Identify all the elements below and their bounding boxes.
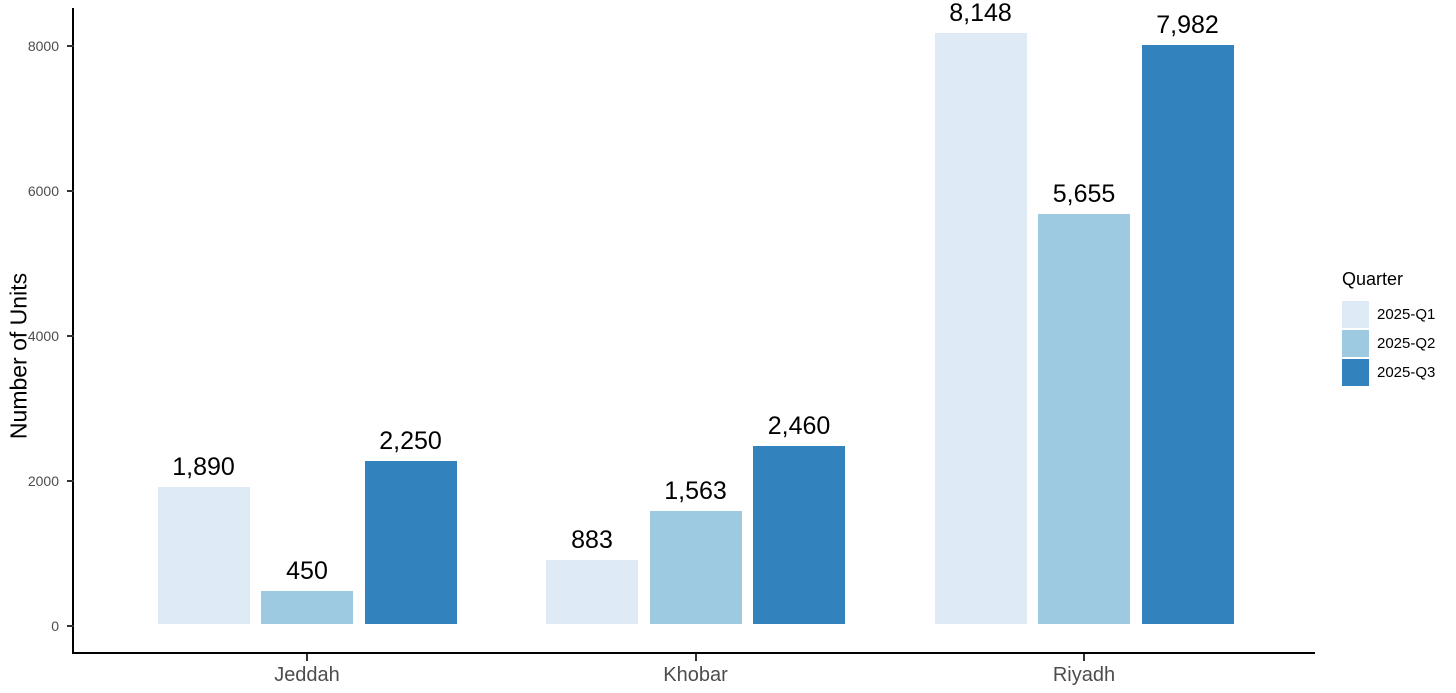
bar-value-label: 7,982 bbox=[1156, 11, 1219, 40]
y-tick-mark bbox=[67, 480, 74, 482]
bar-value-label: 1,890 bbox=[172, 452, 235, 481]
x-tick-mark bbox=[1083, 654, 1085, 661]
bar bbox=[364, 460, 457, 624]
bar bbox=[1141, 45, 1234, 624]
x-category-label: Khobar bbox=[663, 664, 728, 686]
y-tick-label: 2000 bbox=[27, 473, 59, 489]
y-tick-label: 6000 bbox=[27, 183, 59, 199]
y-tick-mark bbox=[67, 190, 74, 192]
legend-item-label: 2025-Q1 bbox=[1377, 306, 1436, 323]
bar bbox=[753, 445, 845, 624]
y-tick-mark bbox=[67, 335, 74, 337]
legend-items: 2025-Q1 2025-Q2 2025-Q3 bbox=[1342, 301, 1435, 386]
bar bbox=[546, 559, 638, 624]
legend-swatch bbox=[1342, 301, 1369, 328]
legend-item: 2025-Q2 bbox=[1342, 330, 1435, 357]
legend-item-label: 2025-Q2 bbox=[1377, 335, 1436, 352]
y-axis-title: Number of Units bbox=[5, 272, 32, 440]
legend-item: 2025-Q1 bbox=[1342, 301, 1435, 328]
y-tick-label: 8000 bbox=[27, 38, 59, 54]
x-category-label: Riyadh bbox=[1052, 664, 1116, 686]
bar bbox=[649, 510, 742, 624]
bar-value-label: 2,460 bbox=[767, 411, 831, 440]
y-tick-label: 4000 bbox=[27, 328, 59, 344]
x-category-label: Jeddah bbox=[274, 664, 340, 686]
legend: Quarter 2025-Q1 2025-Q2 2025-Q3 bbox=[1342, 269, 1435, 388]
bar bbox=[157, 486, 250, 624]
bar bbox=[934, 33, 1027, 624]
y-tick-mark bbox=[67, 45, 74, 47]
x-tick-mark bbox=[694, 654, 697, 661]
legend-swatch bbox=[1342, 330, 1369, 357]
legend-item-label: 2025-Q3 bbox=[1377, 364, 1436, 381]
bar-value-label: 450 bbox=[286, 557, 328, 586]
y-tick-mark bbox=[67, 625, 74, 627]
bar bbox=[261, 591, 353, 624]
bar-value-label: 1,563 bbox=[664, 476, 727, 505]
bar bbox=[1038, 214, 1130, 624]
bar-value-label: 8,148 bbox=[949, 0, 1012, 28]
bar-value-label: 883 bbox=[571, 525, 613, 554]
plot-area: 0 2000 4000 6000 8000 1,890 450 2,250 Jeddah 883 1… bbox=[28, 1, 1315, 686]
legend-item: 2025-Q3 bbox=[1342, 359, 1435, 386]
x-tick-mark bbox=[306, 654, 308, 661]
y-tick-label: 0 bbox=[51, 618, 59, 634]
bar-value-label: 5,655 bbox=[1052, 180, 1116, 209]
bar-value-label: 2,250 bbox=[379, 426, 442, 455]
legend-swatch bbox=[1342, 359, 1369, 386]
legend-title: Quarter bbox=[1342, 269, 1404, 289]
